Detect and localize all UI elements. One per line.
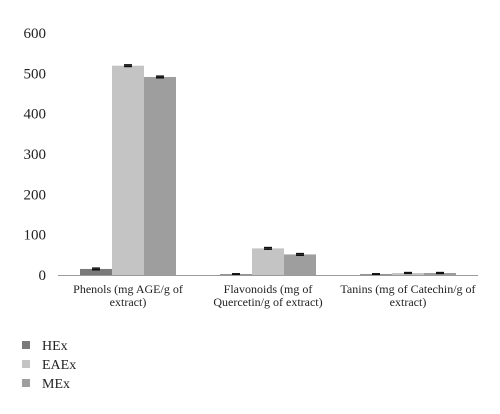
bar-mex bbox=[284, 254, 316, 275]
bar-hex bbox=[80, 268, 112, 275]
x-category-label-line: extract) bbox=[390, 295, 427, 309]
legend-label-mex: MEx bbox=[42, 377, 70, 392]
x-category-label: Phenols (mg AGE/g of extract) bbox=[73, 282, 183, 309]
bar-eaex bbox=[252, 248, 284, 275]
legend-swatch-eaex bbox=[22, 360, 30, 368]
x-category-label: Flavonoids (mg of Quercetin/g of extract) bbox=[213, 282, 322, 309]
y-tick-label: 100 bbox=[24, 228, 47, 244]
legend-label-hex: HEx bbox=[42, 339, 68, 354]
y-tick-label: 400 bbox=[24, 107, 47, 123]
x-category-label-line: Phenols (mg AGE/g of bbox=[73, 282, 183, 296]
legend-swatch-hex bbox=[22, 341, 30, 349]
y-tick-label: 200 bbox=[24, 187, 47, 203]
x-category-label-line: Flavonoids (mg of bbox=[224, 282, 313, 296]
y-tick-label: 300 bbox=[24, 147, 47, 163]
bars bbox=[80, 64, 456, 276]
x-category-label-line: extract) bbox=[110, 295, 147, 309]
y-tick-label: 0 bbox=[39, 268, 47, 284]
y-axis: 0 100 200 300 400 500 600 bbox=[24, 26, 47, 284]
x-category-label: Tanins (mg of Catechin/g of extract) bbox=[340, 282, 475, 309]
y-tick-label: 500 bbox=[24, 66, 47, 82]
x-category-label-line: Tanins (mg of Catechin/g of bbox=[340, 282, 475, 296]
legend: HEx EAEx MEx bbox=[22, 339, 76, 392]
bar-mex bbox=[144, 76, 176, 275]
y-tick-label: 600 bbox=[24, 26, 47, 42]
legend-swatch-mex bbox=[22, 379, 30, 387]
bar-eaex bbox=[112, 65, 144, 275]
x-axis: Phenols (mg AGE/g of extract)Flavonoids (… bbox=[58, 275, 478, 309]
legend-label-eaex: EAEx bbox=[42, 358, 76, 373]
x-category-label-line: Quercetin/g of extract) bbox=[213, 295, 322, 309]
